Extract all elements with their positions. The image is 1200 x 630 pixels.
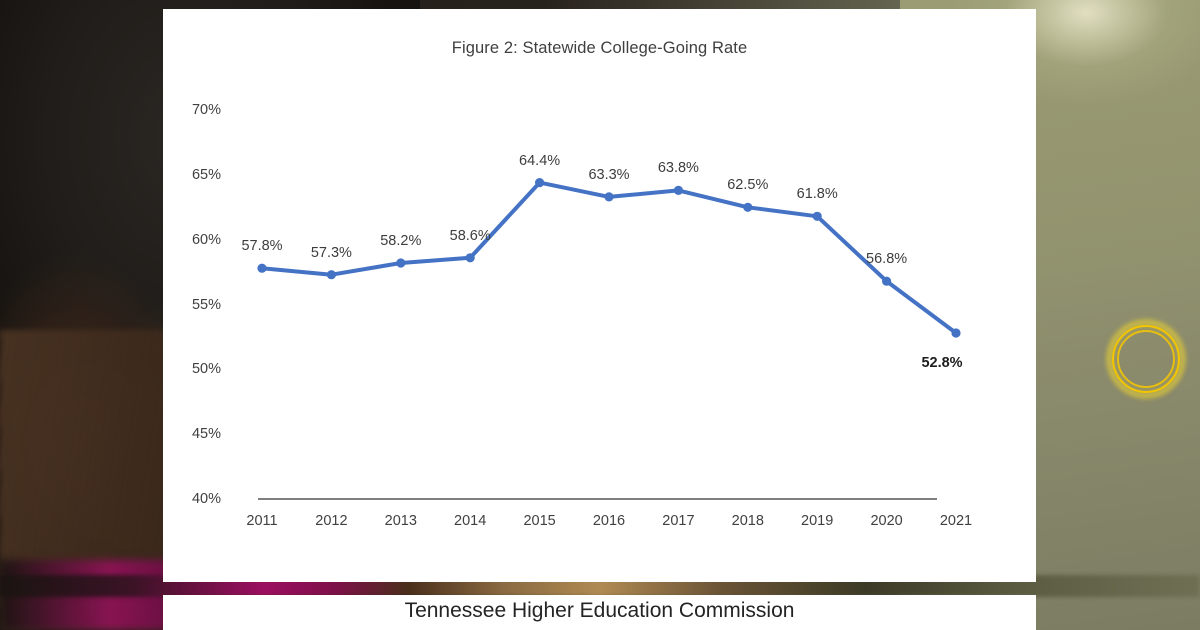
y-axis-tick-label: 60% xyxy=(191,231,221,248)
data-point-marker xyxy=(535,178,545,188)
x-axis-tick-label: 2013 xyxy=(384,513,417,529)
data-point-label: 58.2% xyxy=(380,233,422,249)
data-point-label: 57.3% xyxy=(310,244,352,261)
data-point-marker xyxy=(396,258,406,268)
x-axis-tick-label: 2019 xyxy=(801,513,834,529)
y-axis-tick-label: 45% xyxy=(191,426,221,443)
x-axis-tick-label: 2020 xyxy=(870,513,903,529)
data-point-marker xyxy=(257,263,267,273)
chart-title: Figure 2: Statewide College-Going Rate xyxy=(451,39,748,57)
data-point-marker xyxy=(882,276,892,286)
y-axis-tick-label: 55% xyxy=(191,296,221,313)
x-axis-tick-label: 2012 xyxy=(315,513,348,529)
line-series-markers xyxy=(257,178,961,338)
data-point-label: 57.8% xyxy=(241,238,283,255)
data-point-label: 62.5% xyxy=(727,177,769,194)
chart-plot-area: 70% 65% 60% 55% 50% 45% 40% 2011 2012 2013 2014 20… xyxy=(163,9,1036,582)
data-point-label: 52.8% xyxy=(921,355,963,372)
data-point-label: 56.8% xyxy=(866,251,908,268)
chart-card: Figure 2: Statewide College-Going Rate 7… xyxy=(163,9,1186,582)
caption-text: Tennessee Higher Education Commission xyxy=(404,599,795,622)
caption-card: Tennessee Higher Education Commission xyxy=(163,595,1036,630)
data-point-marker xyxy=(326,270,336,280)
y-axis-tick-label: 50% xyxy=(191,361,221,378)
data-point-marker xyxy=(465,253,475,263)
x-axis-tick-label: 2017 xyxy=(662,513,695,529)
x-axis-tick-label: 2015 xyxy=(523,513,556,529)
line-series-svg xyxy=(257,178,961,338)
y-axis-tick-label: 65% xyxy=(191,166,221,183)
data-point-label: 63.3% xyxy=(588,166,630,183)
line-series-path xyxy=(260,180,958,335)
data-point-marker xyxy=(604,192,614,202)
x-axis-line xyxy=(258,498,937,500)
x-axis-tick-label: 2014 xyxy=(454,513,487,529)
data-point-marker xyxy=(743,202,753,212)
x-axis-tick-label: 2011 xyxy=(246,513,278,529)
x-axis-tick-label: 2021 xyxy=(939,513,973,529)
y-axis-tick-label: 40% xyxy=(191,491,221,507)
data-point-label: 63.8% xyxy=(657,160,699,177)
x-axis-tick-label: 2016 xyxy=(592,513,626,529)
data-point-marker xyxy=(812,211,822,221)
x-axis-tick-label: 2018 xyxy=(731,513,764,529)
data-point-label: 64.4% xyxy=(519,152,561,169)
data-point-label: 58.6% xyxy=(449,227,491,244)
data-point-label: 61.8% xyxy=(796,186,838,203)
y-axis-tick-label: 70% xyxy=(191,102,221,118)
data-point-marker xyxy=(951,328,961,338)
data-point-marker xyxy=(673,185,683,195)
